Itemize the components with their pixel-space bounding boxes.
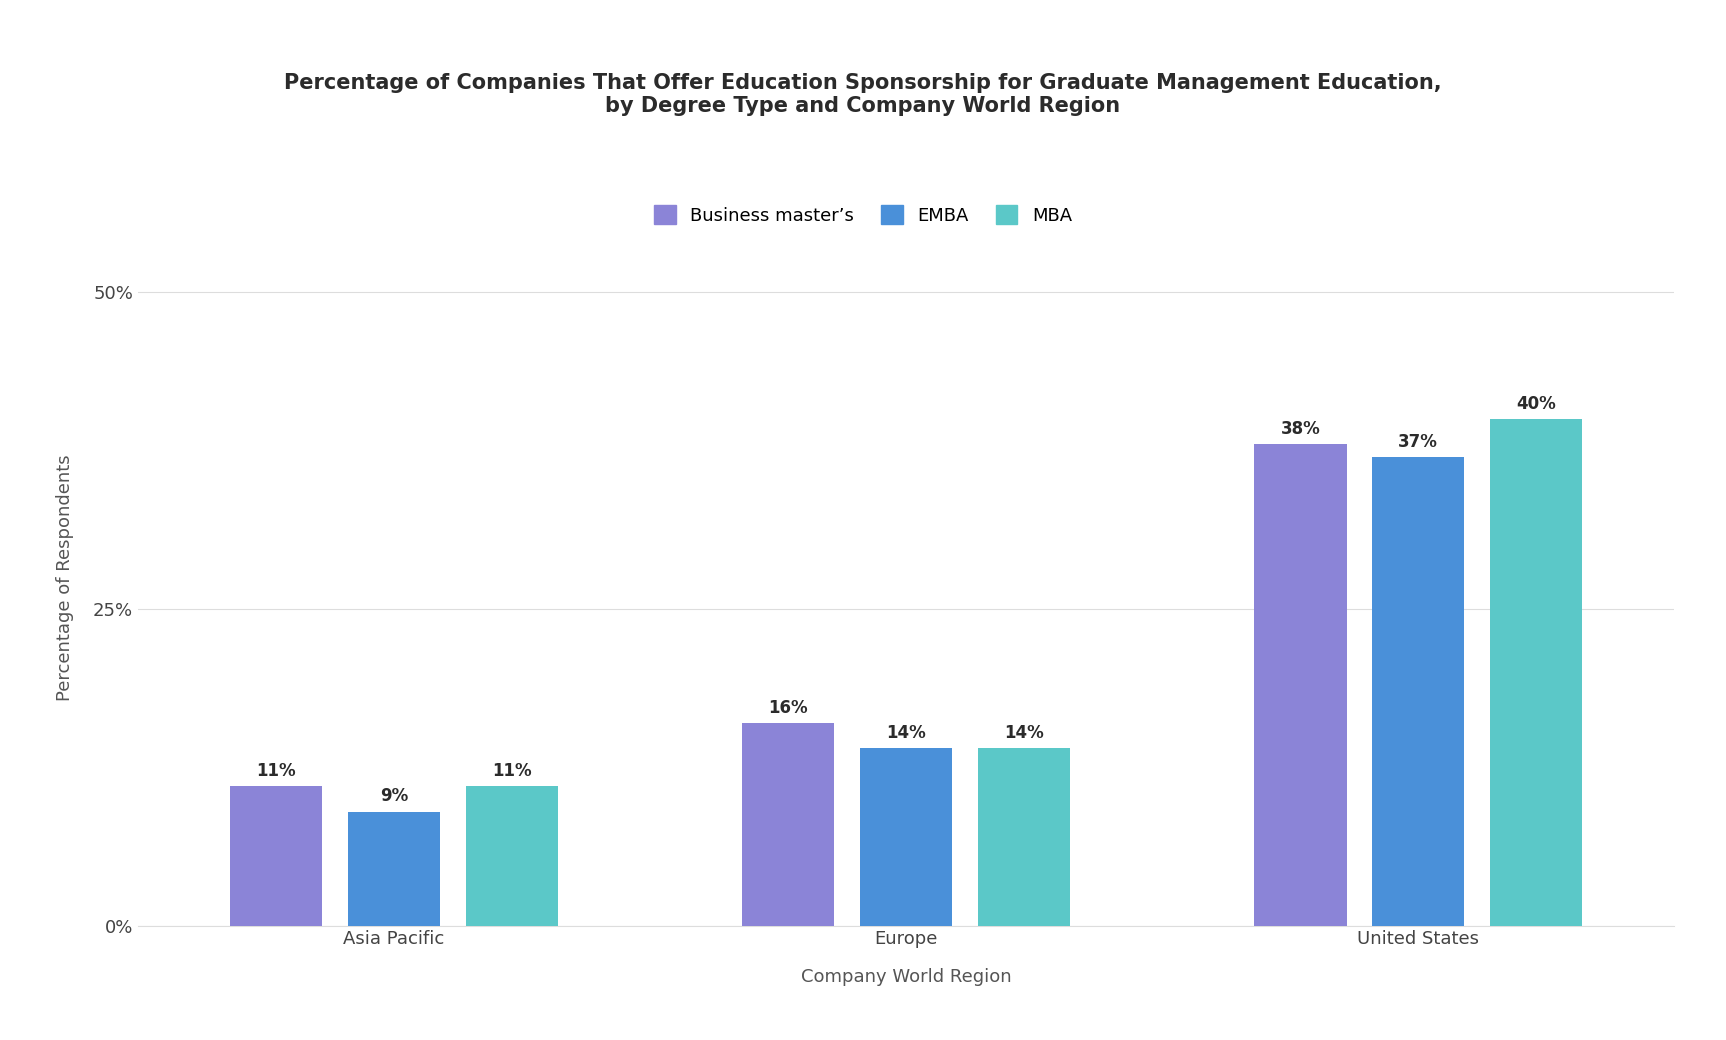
Text: 16%: 16% xyxy=(768,699,808,717)
Bar xyxy=(1490,419,1583,926)
Bar xyxy=(230,786,323,926)
Bar xyxy=(349,811,440,926)
Text: 11%: 11% xyxy=(492,762,532,780)
Bar xyxy=(1255,444,1346,926)
Bar xyxy=(860,748,953,926)
Bar xyxy=(1372,457,1464,926)
Text: 14%: 14% xyxy=(885,724,927,742)
Text: 40%: 40% xyxy=(1515,394,1555,413)
Text: 38%: 38% xyxy=(1281,420,1320,438)
X-axis label: Company World Region: Company World Region xyxy=(801,968,1011,986)
Text: 14%: 14% xyxy=(1005,724,1044,742)
Legend: Business master’s, EMBA, MBA: Business master’s, EMBA, MBA xyxy=(646,197,1080,234)
Text: 11%: 11% xyxy=(257,762,297,780)
Bar xyxy=(742,723,834,926)
Text: 9%: 9% xyxy=(380,787,409,805)
Y-axis label: Percentage of Respondents: Percentage of Respondents xyxy=(55,453,74,701)
Bar xyxy=(979,748,1070,926)
Text: 37%: 37% xyxy=(1398,433,1438,450)
Text: Percentage of Companies That Offer Education Sponsorship for Graduate Management: Percentage of Companies That Offer Educa… xyxy=(285,73,1441,116)
Bar xyxy=(466,786,557,926)
